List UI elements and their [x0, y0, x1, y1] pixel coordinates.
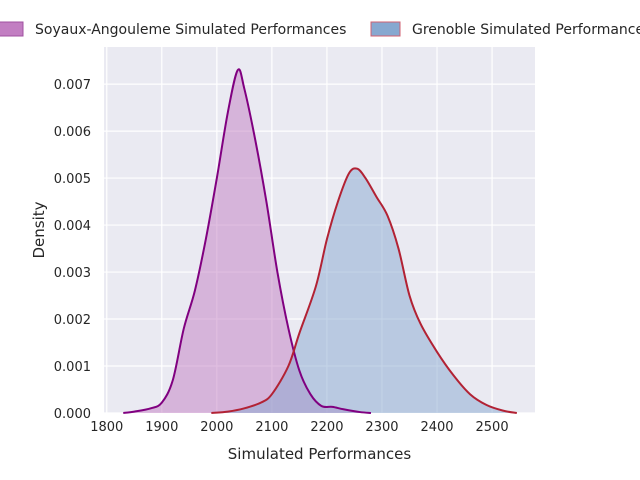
soyaux-density-line: [123, 68, 372, 414]
x-tick-label: 2400: [420, 420, 453, 435]
x-tick-label: 2100: [255, 420, 288, 435]
legend-label-soyaux: Soyaux-Angouleme Simulated Performances: [35, 22, 346, 38]
y-tick-label: 0.006: [54, 125, 91, 140]
y-tick-label: 0.005: [54, 172, 91, 187]
y-ticks: 0.000 0.001 0.002 0.003 0.004 0.005 0.006 0.007: [54, 78, 91, 422]
legend-label-grenoble: Grenoble Simulated Performance: [412, 22, 640, 38]
series-layer: [123, 68, 518, 414]
grenoble-density-fill: [211, 168, 517, 413]
x-axis-label: Simulated Performances: [228, 445, 412, 463]
y-tick-label: 0.002: [54, 313, 91, 328]
legend-swatch-grenoble: [370, 21, 401, 37]
legend: Soyaux-Angouleme Simulated Performances …: [0, 21, 640, 38]
x-tick-label: 2500: [476, 420, 509, 435]
y-tick-label: 0.007: [54, 78, 91, 93]
grenoble-density-line: [211, 167, 518, 414]
x-tick-label: 1900: [145, 420, 178, 435]
y-tick-label: 0.001: [54, 360, 91, 375]
x-tick-label: 1800: [90, 420, 123, 435]
legend-swatch-soyaux: [0, 21, 24, 37]
x-tick-label: 2200: [310, 420, 343, 435]
y-axis-label: Density: [30, 201, 48, 258]
y-tick-label: 0.000: [54, 407, 91, 422]
x-tick-label: 2000: [200, 420, 233, 435]
y-tick-label: 0.004: [54, 219, 91, 234]
y-tick-label: 0.003: [54, 266, 91, 281]
x-ticks: 1800 1900 2000 2100 2200 2300 2400 2500: [90, 420, 508, 435]
x-tick-label: 2300: [365, 420, 398, 435]
